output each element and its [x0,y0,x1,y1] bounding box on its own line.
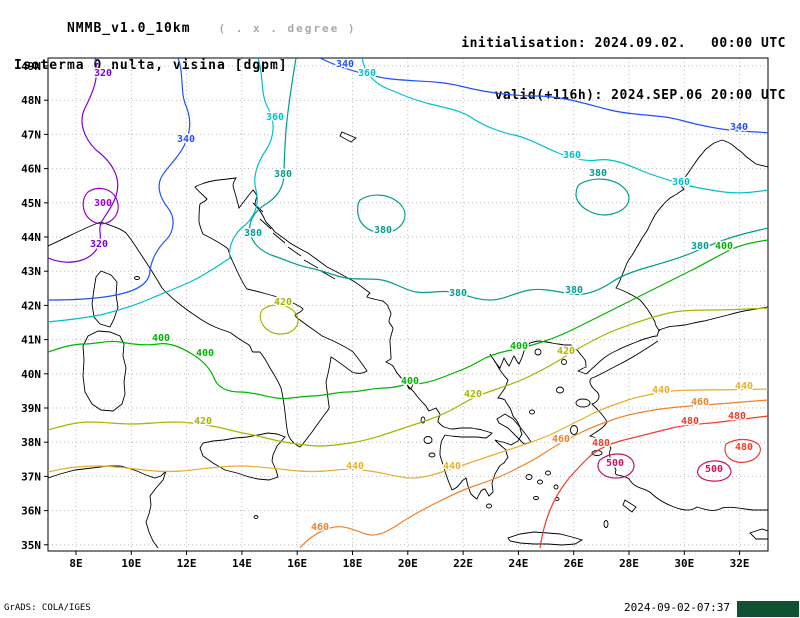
svg-text:440: 440 [443,461,461,472]
svg-text:49N: 49N [21,60,41,73]
svg-text:360: 360 [358,68,376,79]
svg-text:380: 380 [589,168,607,179]
svg-text:400: 400 [715,241,733,252]
svg-text:10E: 10E [121,557,141,570]
svg-text:340: 340 [336,59,354,70]
grads-credit: GrADS: COLA/IGES [4,603,91,613]
svg-text:26E: 26E [564,557,584,570]
svg-text:500: 500 [705,464,723,475]
svg-text:420: 420 [274,297,292,308]
svg-text:360: 360 [563,150,581,161]
svg-text:16E: 16E [287,557,307,570]
svg-text:440: 440 [735,381,753,392]
svg-text:32E: 32E [730,557,750,570]
logo-box [737,601,799,617]
svg-text:400: 400 [196,348,214,359]
svg-text:360: 360 [672,177,690,188]
svg-text:440: 440 [652,385,670,396]
svg-text:340: 340 [177,134,195,145]
svg-text:41N: 41N [21,334,41,347]
svg-text:360: 360 [266,112,284,123]
svg-text:14E: 14E [232,557,252,570]
degree-note: ( . x . degree ) [218,22,357,35]
svg-text:47N: 47N [21,128,41,141]
svg-text:480: 480 [592,438,610,449]
svg-text:8E: 8E [69,557,82,570]
svg-text:340: 340 [730,122,748,133]
svg-text:380: 380 [274,169,292,180]
svg-text:300: 300 [94,198,112,209]
svg-text:39N: 39N [21,402,41,415]
svg-text:460: 460 [552,434,570,445]
svg-text:38N: 38N [21,436,41,449]
valid-time: valid(+116h): 2024.SEP.06 20:00 UTC [494,88,786,103]
svg-text:28E: 28E [619,557,639,570]
svg-text:20E: 20E [398,557,418,570]
svg-text:380: 380 [691,241,709,252]
svg-text:380: 380 [565,285,583,296]
svg-text:400: 400 [152,333,170,344]
svg-text:440: 440 [346,461,364,472]
svg-text:320: 320 [90,239,108,250]
svg-text:500: 500 [606,458,624,469]
svg-text:400: 400 [510,341,528,352]
svg-text:24E: 24E [508,557,528,570]
svg-text:35N: 35N [21,539,41,552]
svg-text:43N: 43N [21,265,41,278]
svg-text:480: 480 [681,416,699,427]
svg-text:37N: 37N [21,470,41,483]
svg-text:400: 400 [401,376,419,387]
svg-text:36N: 36N [21,505,41,518]
creation-timestamp: 2024-09-02-07:37 [624,601,730,614]
svg-text:380: 380 [244,228,262,239]
svg-text:480: 480 [728,411,746,422]
svg-text:18E: 18E [343,557,363,570]
svg-text:420: 420 [464,389,482,400]
svg-text:380: 380 [374,225,392,236]
svg-text:460: 460 [311,522,329,533]
svg-text:460: 460 [691,397,709,408]
svg-text:42N: 42N [21,299,41,312]
model-name: NMMB_v1.0_10km [66,21,191,36]
svg-text:48N: 48N [21,94,41,107]
svg-text:40N: 40N [21,368,41,381]
svg-text:46N: 46N [21,163,41,176]
svg-text:45N: 45N [21,197,41,210]
svg-text:420: 420 [557,346,575,357]
svg-text:30E: 30E [674,557,694,570]
svg-text:480: 480 [735,442,753,453]
svg-text:22E: 22E [453,557,473,570]
svg-text:380: 380 [449,288,467,299]
init-time: initialisation: 2024.09.02. 00:00 UTC [461,36,786,51]
svg-text:420: 420 [194,416,212,427]
svg-text:44N: 44N [21,231,41,244]
svg-text:12E: 12E [177,557,197,570]
header-right: initialisation: 2024.09.02. 00:00 UTC va… [461,6,786,133]
svg-text:320: 320 [94,68,112,79]
